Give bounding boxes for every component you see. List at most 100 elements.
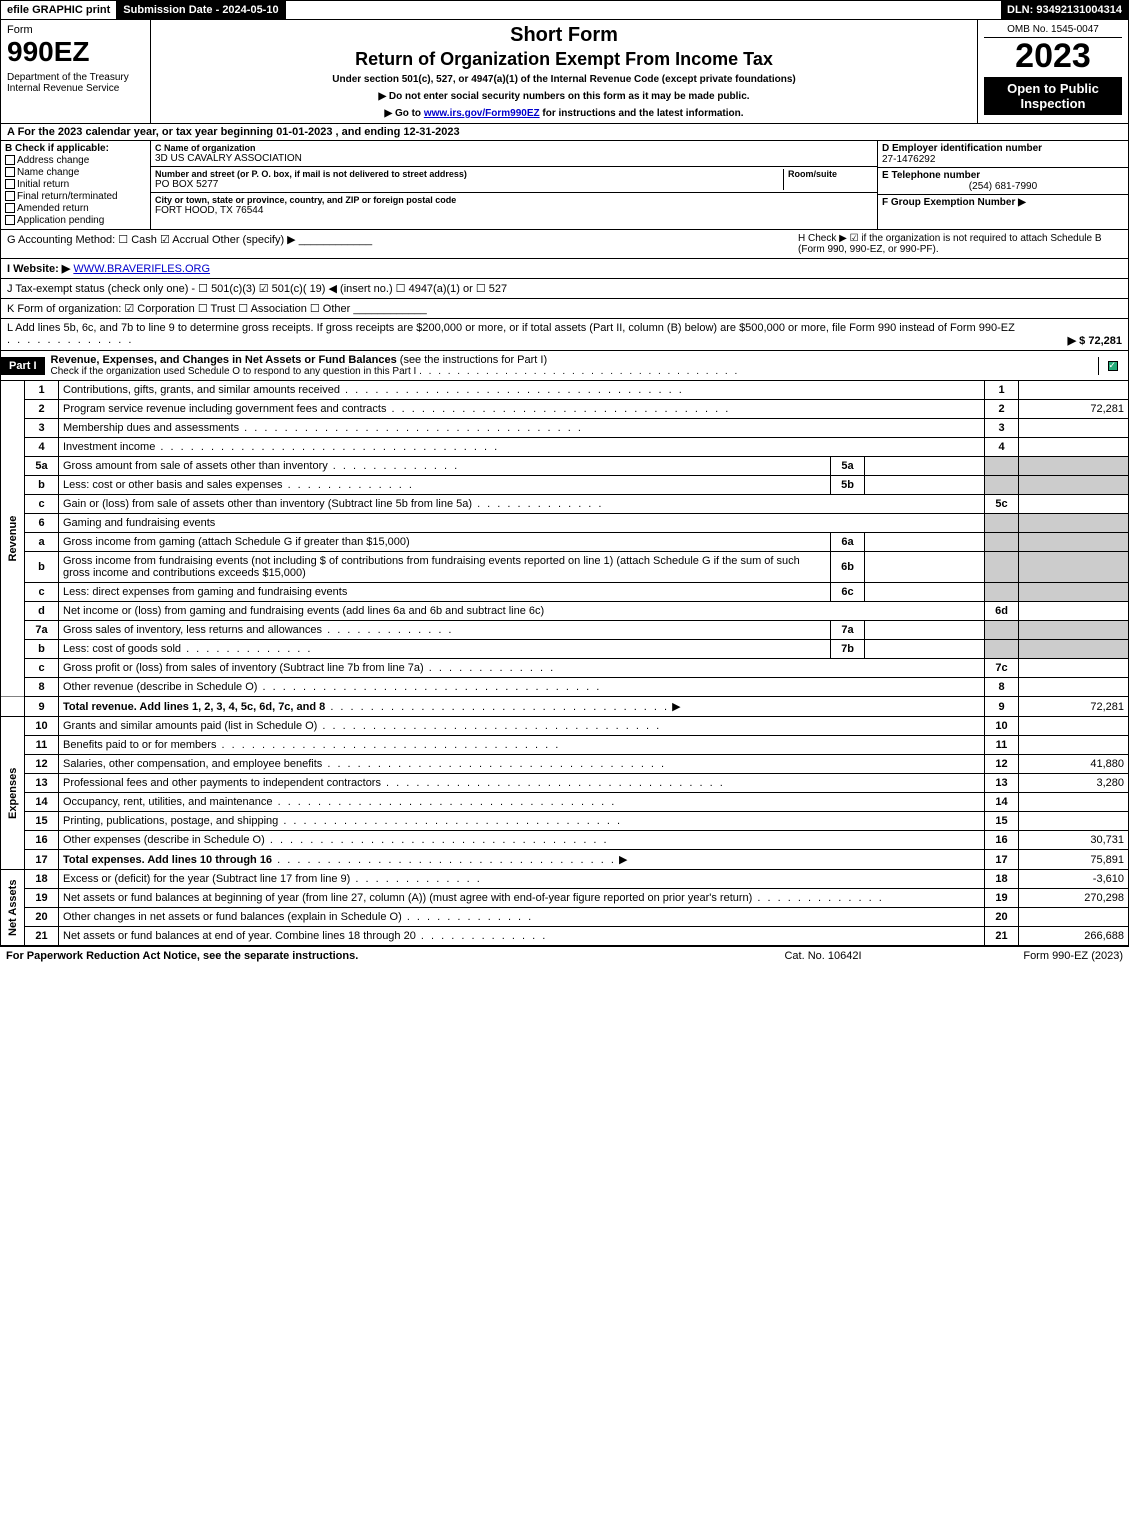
part1-table: Revenue 1 Contributions, gifts, grants, … [0, 381, 1129, 946]
line-desc: Contributions, gifts, grants, and simila… [63, 384, 340, 396]
line-num: 21 [25, 927, 59, 946]
line-desc: Salaries, other compensation, and employ… [63, 758, 322, 770]
line-num: 12 [25, 755, 59, 774]
line-num: c [25, 659, 59, 678]
section-b-header: B Check if applicable: [5, 143, 146, 154]
line-desc: Net assets or fund balances at end of ye… [63, 930, 416, 942]
line-num: 17 [25, 850, 59, 870]
street-value: PO BOX 5277 [155, 179, 783, 190]
line-num: b [25, 476, 59, 495]
line-num: 3 [25, 419, 59, 438]
subline-val [865, 640, 985, 659]
chk-application-pending[interactable]: Application pending [5, 215, 146, 226]
line-desc: Membership dues and assessments [63, 422, 239, 434]
section-c: C Name of organization 3D US CAVALRY ASS… [151, 141, 878, 229]
subline-val [865, 533, 985, 552]
subline-num: 7a [831, 621, 865, 640]
chk-address-change[interactable]: Address change [5, 155, 146, 166]
line-num: 1 [25, 381, 59, 400]
line-desc: Grants and similar amounts paid (list in… [63, 720, 317, 732]
line-amt [1019, 659, 1129, 678]
line-amt: 72,281 [1019, 400, 1129, 419]
irs-link[interactable]: www.irs.gov/Form990EZ [424, 108, 540, 119]
line-ref: 9 [985, 697, 1019, 717]
line-desc: Net assets or fund balances at beginning… [63, 892, 752, 904]
chk-label: Address change [17, 155, 89, 166]
line-ref: 4 [985, 438, 1019, 457]
tax-exempt-status: J Tax-exempt status (check only one) - ☐… [7, 282, 1122, 295]
row-i-website: I Website: ▶ WWW.BRAVERIFLES.ORG [0, 259, 1129, 279]
website-link[interactable]: WWW.BRAVERIFLES.ORG [73, 263, 210, 275]
accounting-method: G Accounting Method: ☐ Cash ☑ Accrual Ot… [7, 233, 792, 255]
line-amt [1019, 602, 1129, 621]
line-ref: 5c [985, 495, 1019, 514]
row-l-amount: ▶ $ 72,281 [1068, 334, 1122, 347]
line-num: 20 [25, 908, 59, 927]
line-num: c [25, 495, 59, 514]
title-return: Return of Organization Exempt From Incom… [157, 49, 971, 70]
line-num: c [25, 583, 59, 602]
line-num: 16 [25, 831, 59, 850]
line-desc: Less: cost of goods sold [63, 643, 181, 655]
line-amt [1019, 419, 1129, 438]
chk-initial-return[interactable]: Initial return [5, 179, 146, 190]
part1-schedule-o-check[interactable] [1098, 357, 1128, 375]
part1-tag: Part I [1, 357, 45, 375]
line-ref: 1 [985, 381, 1019, 400]
part1-title-text: Revenue, Expenses, and Changes in Net As… [51, 354, 397, 366]
line-amt: 41,880 [1019, 755, 1129, 774]
line-amt: 72,281 [1019, 697, 1129, 717]
efile-label: efile GRAPHIC print [1, 1, 117, 19]
line-amt-grey [1019, 457, 1129, 476]
line-amt-grey [1019, 552, 1129, 583]
line-amt [1019, 736, 1129, 755]
line-ref-grey [985, 583, 1019, 602]
line-ref: 16 [985, 831, 1019, 850]
line-amt [1019, 495, 1129, 514]
row-l-gross-receipts: L Add lines 5b, 6c, and 7b to line 9 to … [0, 319, 1129, 351]
line-desc: Professional fees and other payments to … [63, 777, 381, 789]
chk-label: Initial return [17, 179, 69, 190]
subline-val [865, 457, 985, 476]
line-ref-grey [985, 533, 1019, 552]
header-center: Short Form Return of Organization Exempt… [151, 20, 978, 123]
line-amt [1019, 381, 1129, 400]
line-num: 10 [25, 717, 59, 736]
top-bar: efile GRAPHIC print Submission Date - 20… [0, 0, 1129, 20]
phone-value: (254) 681-7990 [882, 181, 1124, 192]
line-ref: 14 [985, 793, 1019, 812]
dln-label: DLN: 93492131004314 [1001, 1, 1128, 19]
line-amt-grey [1019, 640, 1129, 659]
line-num: 13 [25, 774, 59, 793]
section-def: D Employer identification number 27-1476… [878, 141, 1128, 229]
ein-value: 27-1476292 [882, 154, 1124, 165]
subline-num: 6a [831, 533, 865, 552]
chk-final-return[interactable]: Final return/terminated [5, 191, 146, 202]
line-ref: 2 [985, 400, 1019, 419]
row-gh: G Accounting Method: ☐ Cash ☑ Accrual Ot… [0, 230, 1129, 259]
group-exemption-label: F Group Exemption Number ▶ [882, 197, 1026, 208]
schedule-b-check: H Check ▶ ☑ if the organization is not r… [792, 233, 1122, 255]
side-netassets: Net Assets [1, 870, 25, 946]
row-l-text: L Add lines 5b, 6c, and 7b to line 9 to … [7, 322, 1015, 334]
line-desc: Gross sales of inventory, less returns a… [63, 624, 322, 636]
line-amt: 3,280 [1019, 774, 1129, 793]
line-amt-grey [1019, 533, 1129, 552]
row-j-tax-exempt: J Tax-exempt status (check only one) - ☐… [0, 279, 1129, 299]
note-goto-pre: ▶ Go to [384, 108, 423, 119]
line-amt: -3,610 [1019, 870, 1129, 889]
city-value: FORT HOOD, TX 76544 [155, 205, 873, 216]
line-ref: 17 [985, 850, 1019, 870]
chk-name-change[interactable]: Name change [5, 167, 146, 178]
chk-label: Name change [17, 167, 79, 178]
org-name: 3D US CAVALRY ASSOCIATION [155, 153, 873, 164]
line-ref: 21 [985, 927, 1019, 946]
page-footer: For Paperwork Reduction Act Notice, see … [0, 946, 1129, 965]
line-desc: Investment income [63, 441, 155, 453]
chk-amended-return[interactable]: Amended return [5, 203, 146, 214]
note-goto: ▶ Go to www.irs.gov/Form990EZ for instru… [157, 108, 971, 119]
subline-num: 6c [831, 583, 865, 602]
line-ref: 19 [985, 889, 1019, 908]
note-ssn: ▶ Do not enter social security numbers o… [157, 91, 971, 102]
line-desc: Less: cost or other basis and sales expe… [63, 479, 283, 491]
